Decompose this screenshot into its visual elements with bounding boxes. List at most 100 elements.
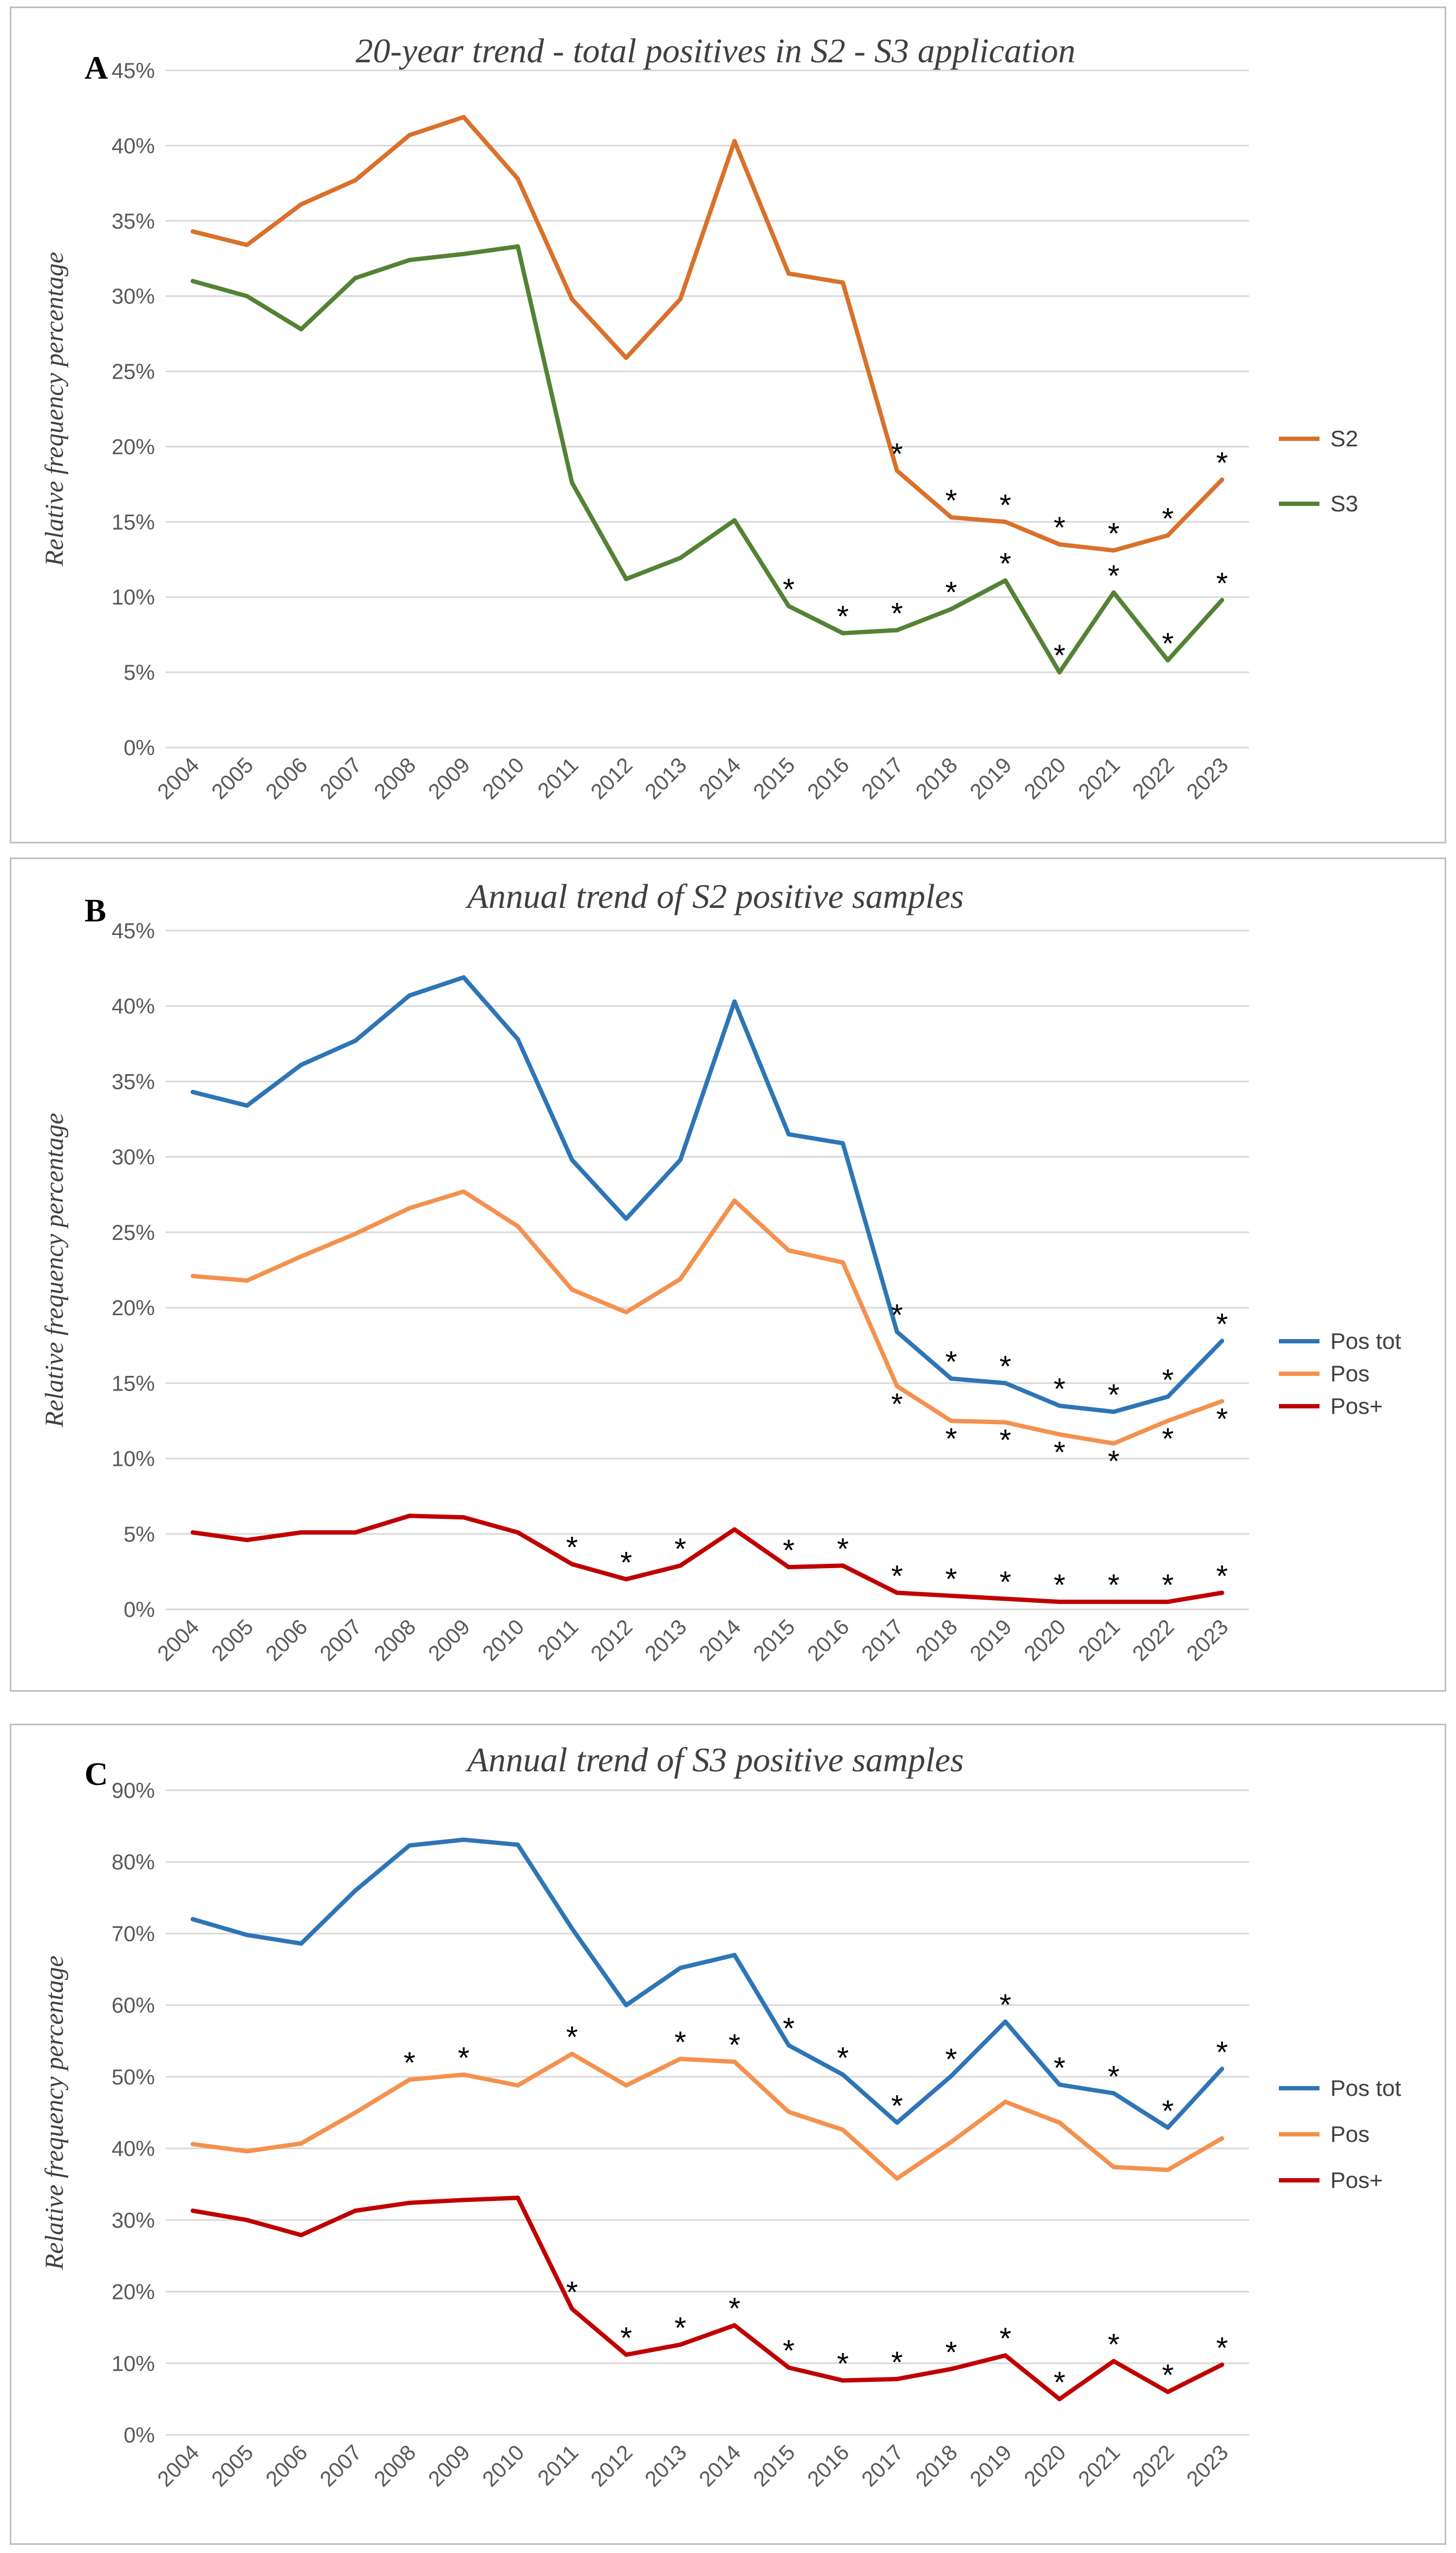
chart-c-data-point-pos-plus [949, 2367, 953, 2372]
chart-c-x-tick-label: 2008 [369, 2440, 420, 2491]
chart-a-data-point-s2 [191, 229, 195, 234]
chart-c-series-line-pos [191, 2051, 1224, 2181]
chart-b-significance-asterisk: * [674, 1531, 686, 1565]
chart-b-x-tick-label: 2006 [261, 1615, 312, 1666]
chart-a-data-point-s3 [353, 276, 358, 281]
chart-b-significance-asterisk: * [1162, 1568, 1174, 1602]
chart-b-x-tick-label: 2023 [1182, 1615, 1233, 1666]
chart-b-data-point-pos-tot [1057, 1404, 1062, 1408]
chart-a-data-point-s3 [516, 244, 520, 249]
chart-b-data-point-pos-tot [570, 1158, 574, 1162]
chart-a: A 20-year trend - total positives in S2 -… [40, 31, 1358, 804]
chart-b-data-point-pos [678, 1277, 682, 1282]
chart-c-data-point-pos-plus [841, 2378, 845, 2383]
chart-a-data-point-s2 [841, 280, 845, 285]
chart-b-x-tick-label: 2017 [857, 1615, 908, 1666]
chart-c-y-tick-label: 40% [112, 2137, 155, 2161]
chart-a-data-point-s2 [516, 177, 520, 181]
chart-c-title: Annual trend of S3 positive samples [465, 1740, 964, 1779]
chart-c-significance-asterisk: * [1108, 2059, 1120, 2093]
chart-a-data-point-s3 [624, 576, 628, 581]
chart-b-significance-asterisk: * [1108, 1444, 1120, 1478]
chart-b-significance-asterisk: * [945, 1421, 957, 1456]
chart-c-y-tick-label: 70% [112, 1922, 155, 1946]
chart-b-x-tick-label: 2013 [640, 1615, 691, 1666]
chart-c-data-point-pos-plus [624, 2352, 628, 2357]
chart-a-y-tick-label: 25% [112, 360, 155, 384]
chart-b-data-point-pos-tot [1220, 1339, 1224, 1343]
chart-b: B Annual trend of S2 positive samples Rela… [40, 877, 1401, 1666]
chart-c-significance-asterisk: * [1054, 2365, 1065, 2399]
chart-a-data-point-s3 [1057, 670, 1062, 675]
chart-c-significance-asterisk: * [945, 2042, 957, 2076]
chart-a-data-point-s2 [461, 115, 466, 120]
chart-b-x-tick-label: 2011 [533, 1615, 583, 1665]
chart-b-data-point-pos-plus [678, 1563, 682, 1568]
chart-c-data-point-pos-plus [570, 2307, 574, 2311]
chart-c-significance-asterisk: * [674, 2025, 686, 2059]
chart-c-x-tick-label: 2015 [749, 2440, 800, 2491]
chart-a-significance-asterisk: * [1054, 638, 1065, 672]
chart-b-significance-asterisk: * [620, 1545, 632, 1579]
chart-b-significance-asterisk: * [945, 1562, 957, 1596]
chart-c-data-point-pos [1112, 2165, 1116, 2169]
chart-b-significance-asterisk: * [891, 1387, 903, 1421]
chart-c-data-point-pos-plus [1003, 2353, 1007, 2358]
chart-a-significance-asterisk: * [1108, 516, 1120, 550]
chart-b-significance-asterisk: * [1054, 1435, 1065, 1469]
chart-b-data-point-pos-tot [732, 999, 737, 1004]
chart-c-data-point-pos [570, 2051, 574, 2056]
chart-b-data-point-pos [841, 1260, 845, 1265]
chart-b-x-tick-label: 2008 [369, 1615, 420, 1666]
chart-a-significance-asterisk: * [891, 437, 903, 471]
chart-c-significance-asterisk: * [566, 2275, 578, 2309]
chart-c-significance-asterisk: * [891, 2345, 903, 2379]
chart-c-data-point-pos-tot [1003, 2019, 1007, 2024]
chart-b-data-point-pos-tot [949, 1376, 953, 1381]
chart-b-significance-asterisk: * [1108, 1568, 1120, 1602]
chart-b-significance-asterisk: * [1216, 1402, 1228, 1436]
chart-b-data-point-pos-plus [299, 1530, 303, 1535]
chart-b-y-tick-label: 5% [123, 1523, 155, 1547]
chart-a-data-point-s3 [299, 327, 303, 332]
chart-b-series-line-pos [191, 1189, 1224, 1446]
chart-a-data-point-s3 [1112, 590, 1116, 595]
chart-a-y-tick-label: 40% [112, 134, 155, 158]
chart-a-data-point-s3 [841, 631, 845, 635]
chart-a-significance-asterisk: * [1054, 510, 1065, 544]
chart-a-data-point-s3 [949, 607, 953, 612]
chart-b-data-point-pos [732, 1198, 737, 1203]
chart-a-significance-asterisk: * [891, 596, 903, 630]
chart-a-x-tick-label: 2011 [533, 753, 583, 803]
chart-c-data-point-pos-plus [245, 2218, 249, 2223]
chart-a-data-point-s3 [407, 258, 412, 262]
chart-c-data-point-pos-tot [1112, 2091, 1116, 2096]
chart-c-data-point-pos-tot [895, 2120, 899, 2125]
chart-b-data-point-pos-plus [1003, 1596, 1007, 1601]
panel-b: B Annual trend of S2 positive samples Rela… [10, 858, 1446, 1692]
chart-c-y-tick-label: 20% [112, 2281, 155, 2304]
chart-c-x-tick-label: 2021 [1074, 2440, 1124, 2491]
chart-a-y-tick-label: 10% [112, 586, 155, 609]
chart-b-significance-asterisk: * [999, 1565, 1011, 1599]
chart-c-significance-asterisk: * [458, 2041, 470, 2075]
chart-c-significance-asterisk: * [945, 2335, 957, 2369]
chart-c-data-point-pos-plus [1057, 2396, 1062, 2401]
chart-c-y-tick-label: 90% [112, 1779, 155, 1803]
chart-a-data-point-s3 [191, 278, 195, 283]
chart-b-y-tick-label: 35% [112, 1070, 155, 1094]
chart-a-series-line-s2 [191, 115, 1224, 553]
chart-c-significance-asterisk: * [837, 2041, 849, 2075]
chart-b-significance-asterisk: * [1054, 1568, 1065, 1602]
chart-a-data-point-s3 [732, 518, 737, 523]
chart-a-y-tick-label: 5% [123, 661, 155, 685]
chart-c-significance-asterisk: * [783, 2011, 795, 2045]
chart-b-data-point-pos-plus [949, 1593, 953, 1598]
chart-a-data-point-s2 [1220, 477, 1224, 482]
chart-b-data-point-pos-plus [353, 1530, 358, 1535]
chart-a-x-tick-label: 2004 [153, 753, 204, 804]
chart-b-significance-asterisk: * [1216, 1307, 1228, 1341]
chart-c-data-point-pos [1166, 2167, 1170, 2172]
chart-c-panel-letter: C [84, 1756, 108, 1792]
chart-c-data-point-pos-tot [245, 1933, 249, 1938]
